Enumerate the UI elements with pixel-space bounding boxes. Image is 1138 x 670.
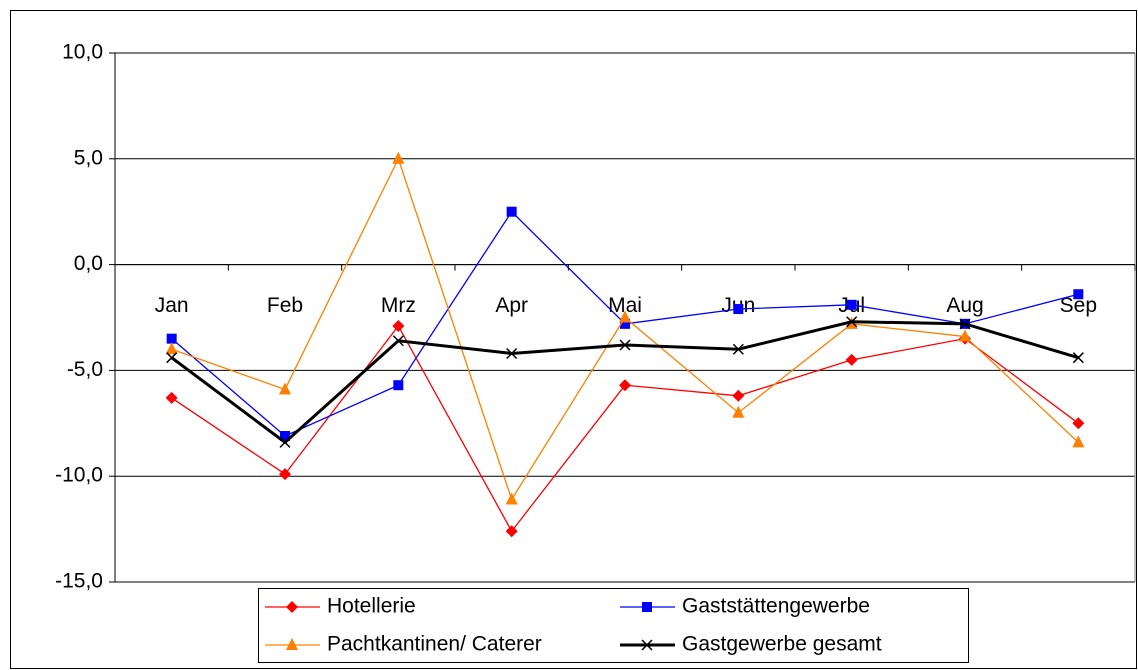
y-tick-label: -15,0: [55, 570, 103, 593]
marker: [392, 319, 405, 332]
marker: [845, 353, 858, 366]
marker: [279, 382, 291, 395]
legend-label: Pachtkantinen/ Caterer: [327, 633, 542, 656]
marker: [280, 430, 290, 441]
marker: [959, 318, 971, 330]
x-tick-label: Apr: [495, 294, 528, 317]
x-tick-label: Sep: [1060, 294, 1097, 317]
marker: [619, 310, 631, 323]
marker: [506, 347, 518, 360]
x-tick-label: Feb: [267, 294, 303, 317]
marker: [732, 405, 745, 418]
y-tick-label: -10,0: [55, 464, 103, 487]
marker: [619, 339, 631, 351]
marker: [392, 151, 405, 164]
marker: [506, 206, 517, 217]
marker: [393, 380, 404, 391]
legend-label: Hotellerie: [327, 595, 416, 618]
marker: [279, 468, 291, 481]
y-tick-label: -5,0: [67, 358, 103, 381]
marker: [286, 601, 298, 613]
legend-label: Gastgewerbe gesamt: [682, 633, 882, 656]
y-tick-label: 10,0: [62, 41, 103, 64]
legend-box: [258, 588, 969, 663]
marker: [165, 342, 178, 355]
x-tick-label: Jan: [155, 294, 189, 317]
marker: [166, 333, 177, 344]
marker: [165, 391, 178, 404]
x-tick-label: Aug: [946, 294, 983, 317]
x-tick-label: Mai: [608, 294, 642, 317]
marker: [732, 389, 745, 402]
marker: [846, 299, 857, 310]
marker: [286, 638, 298, 650]
marker: [1072, 352, 1084, 364]
y-tick-label: 0,0: [74, 252, 103, 275]
marker: [641, 639, 653, 651]
marker: [620, 318, 630, 329]
marker: [1072, 435, 1085, 448]
marker: [279, 436, 291, 448]
marker: [1073, 289, 1084, 300]
marker: [505, 492, 518, 505]
marker: [642, 602, 652, 612]
y-tick-label: 5,0: [74, 146, 103, 169]
legend-label: Gaststättengewerbe: [682, 595, 870, 618]
marker: [846, 316, 858, 328]
marker: [959, 329, 971, 342]
marker: [1072, 417, 1085, 430]
marker: [166, 352, 178, 364]
chart-frame: [10, 10, 1137, 669]
marker: [733, 304, 744, 315]
marker: [619, 379, 631, 392]
marker: [732, 343, 744, 355]
marker: [392, 335, 404, 347]
x-tick-label: Mrz: [381, 294, 416, 317]
marker: [505, 525, 518, 538]
